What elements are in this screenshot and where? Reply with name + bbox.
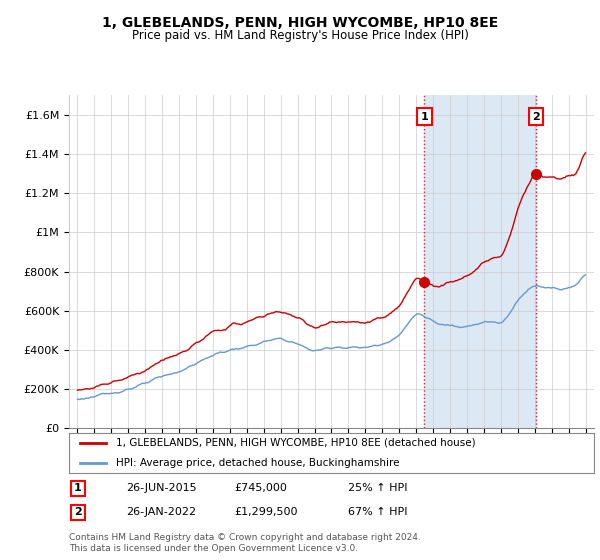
Text: 1: 1 xyxy=(74,483,82,493)
Bar xyxy=(424,95,536,428)
Text: Contains HM Land Registry data © Crown copyright and database right 2024.
This d: Contains HM Land Registry data © Crown c… xyxy=(69,533,421,553)
Text: 67% ↑ HPI: 67% ↑ HPI xyxy=(348,507,407,517)
Text: £1,299,500: £1,299,500 xyxy=(234,507,298,517)
Text: 26-JAN-2022: 26-JAN-2022 xyxy=(126,507,196,517)
Text: 1, GLEBELANDS, PENN, HIGH WYCOMBE, HP10 8EE (detached house): 1, GLEBELANDS, PENN, HIGH WYCOMBE, HP10 … xyxy=(116,438,476,448)
Text: 2: 2 xyxy=(532,112,540,122)
Text: Price paid vs. HM Land Registry's House Price Index (HPI): Price paid vs. HM Land Registry's House … xyxy=(131,29,469,42)
Text: 25% ↑ HPI: 25% ↑ HPI xyxy=(348,483,407,493)
Text: 1: 1 xyxy=(421,112,428,122)
Text: HPI: Average price, detached house, Buckinghamshire: HPI: Average price, detached house, Buck… xyxy=(116,458,400,468)
Text: 26-JUN-2015: 26-JUN-2015 xyxy=(126,483,197,493)
Text: 2: 2 xyxy=(74,507,82,517)
Text: £745,000: £745,000 xyxy=(234,483,287,493)
Text: 1, GLEBELANDS, PENN, HIGH WYCOMBE, HP10 8EE: 1, GLEBELANDS, PENN, HIGH WYCOMBE, HP10 … xyxy=(102,16,498,30)
